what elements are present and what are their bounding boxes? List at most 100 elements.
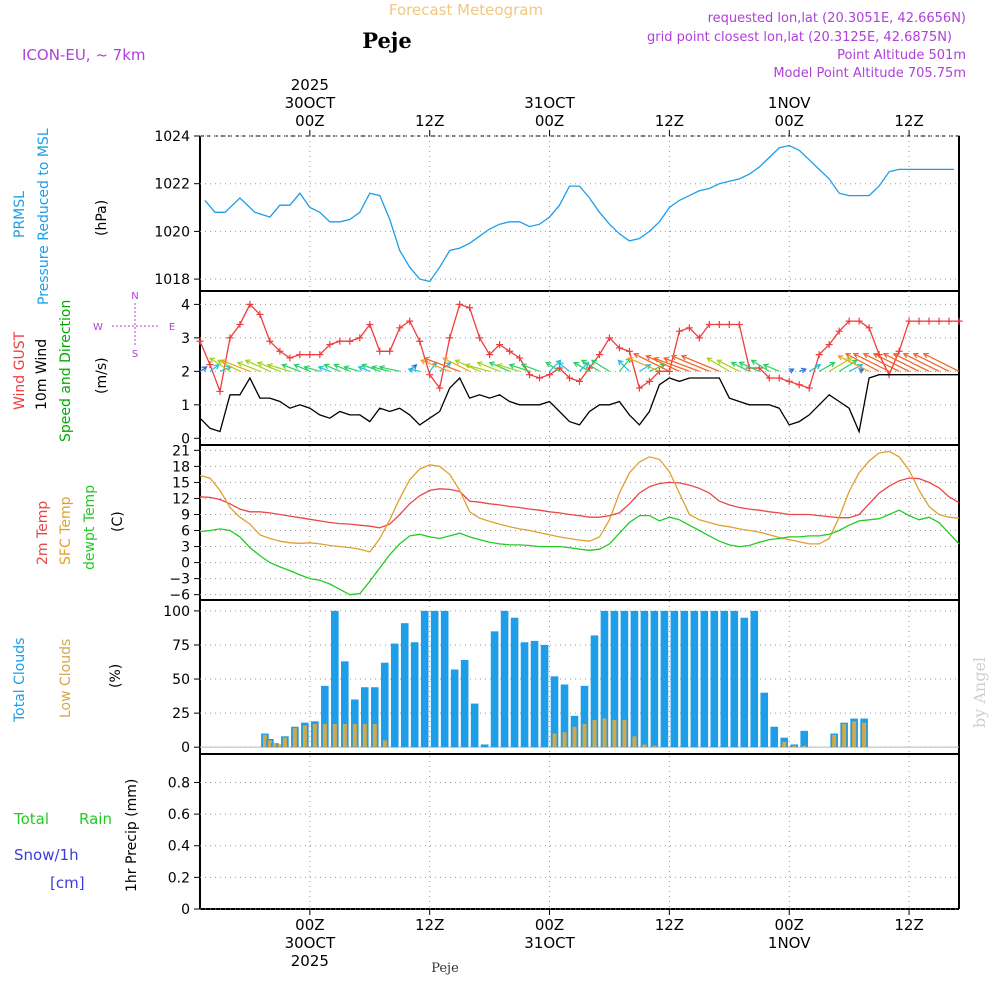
wind-gust-marker-14	[336, 337, 344, 345]
wind-arrow-head-44	[645, 364, 652, 370]
total-clouds-bar-19	[430, 610, 439, 748]
wind-arrow-44	[639, 364, 651, 372]
wind-arrow-12	[304, 366, 321, 372]
wind-gust-marker-41	[605, 334, 613, 342]
wind-arrow-head-6	[236, 361, 243, 367]
total-clouds-bar-56	[800, 730, 809, 748]
wind-arrow-head-34	[520, 363, 527, 369]
top-time-label-1-0: 12Z	[415, 112, 444, 130]
wind-gust-marker-58	[775, 374, 783, 382]
low-clouds-bar-35	[592, 719, 597, 748]
top-time-label-2-1: 00Z	[535, 112, 564, 130]
wind-arrow-55	[731, 362, 750, 372]
precip-unit-label: 1hr Precip (mm)	[124, 779, 140, 892]
compass-rose: N S W E	[93, 291, 175, 360]
wind-gust-marker-72	[915, 317, 923, 325]
wind-arrow-head-48	[645, 355, 652, 361]
total-clouds-bar-42	[660, 610, 669, 748]
total-clouds-bar-45	[690, 610, 699, 748]
wind-arrow-head-47	[633, 352, 640, 359]
total-clouds-bar-32	[560, 684, 569, 748]
total-clouds-bar-25	[490, 631, 499, 748]
wind-gust-marker-16	[356, 334, 364, 342]
wind-arrow-head-28	[454, 359, 461, 365]
ytick-label-clouds-2: 50	[172, 672, 190, 688]
wind-gust-marker-33	[526, 371, 534, 379]
wind-arrow-7	[245, 359, 271, 372]
wind-gust-marker-42	[615, 344, 623, 352]
wind-gust-marker-26	[456, 300, 464, 308]
bottom-time-label-2-0: 00Z	[535, 916, 564, 934]
wind-arrow-37	[558, 362, 570, 372]
wind-arrow-4	[217, 359, 241, 372]
wind-arrow-33	[509, 364, 530, 372]
wind-arrow-head-60	[800, 367, 807, 374]
low-clouds-bar-54	[782, 741, 787, 748]
top-time-label-4-1: 00Z	[775, 112, 804, 130]
low-clouds-bar-5	[292, 728, 297, 748]
wind-arrow-head-74	[902, 352, 909, 359]
wind-gust-marker-66	[855, 317, 863, 325]
total-clouds-bar-12	[360, 687, 369, 748]
ytick-label-precipitation-2: 0.4	[168, 839, 190, 855]
wind-gust-marker-32	[516, 354, 524, 362]
wind-arrow-head-31	[488, 361, 495, 367]
location-title: Peje	[362, 28, 412, 53]
wind-gust-marker-30	[496, 341, 504, 349]
ytick-label-precipitation-1: 0.2	[168, 870, 190, 886]
wind-arrow-0	[199, 366, 207, 372]
wind-arrow-40	[581, 359, 600, 372]
wind-gust-marker-23	[426, 371, 434, 379]
total-clouds-bar-13	[370, 687, 379, 748]
ytick-label-temperature-5: 9	[181, 507, 190, 523]
temp-2m-label: 2m Temp	[35, 501, 51, 565]
low-clouds-bar-40	[642, 744, 647, 748]
wind-arrow-51	[671, 355, 710, 372]
total-clouds-bar-22	[460, 659, 469, 748]
wind-arrow-42	[618, 357, 631, 372]
wind-arrow-head-10	[281, 363, 288, 369]
low-clouds-bar-41	[652, 745, 657, 748]
ytick-label-temperature-0: −6	[169, 588, 190, 604]
compass-west: W	[93, 322, 103, 333]
ytick-label-precipitation-3: 0.6	[168, 807, 190, 823]
wind-gust-marker-52	[715, 320, 723, 328]
ytick-label-wind-1: 1	[181, 398, 190, 414]
low-clouds-bar-34	[582, 724, 587, 748]
wind-arrow-head-13	[317, 365, 324, 372]
low-clouds-bar-55	[792, 745, 797, 748]
wind-arrow-23	[429, 362, 437, 372]
wind-arrow-head-64	[851, 359, 858, 366]
ytick-label-temperature-1: −3	[169, 572, 190, 588]
wind-arrow-52	[681, 355, 720, 372]
top-time-label-2-0: 31OCT	[524, 94, 575, 112]
total-clouds-bar-11	[350, 699, 359, 748]
wind-arrow-head-41	[590, 359, 597, 366]
wind-arrow-head-7	[244, 359, 251, 365]
wind-arrow-47	[633, 353, 670, 372]
ytick-label-temperature-6: 12	[172, 491, 190, 507]
ytick-label-clouds-4: 100	[163, 604, 190, 620]
total-clouds-bar-21	[450, 669, 459, 748]
wind-gust-marker-46	[655, 367, 663, 375]
low-clouds-bar-39	[632, 736, 637, 748]
wind-gust-marker-18	[376, 347, 384, 355]
wind-gust-marker-27	[466, 304, 474, 312]
ytick-label-wind-4: 4	[181, 297, 190, 313]
bottom-time-label-4-1: 1NOV	[768, 934, 811, 952]
wind-arrow-head-49	[652, 356, 660, 363]
wind-arrow-18	[361, 364, 380, 372]
wind-arrow-56	[739, 361, 760, 372]
wind-arrow-head-17	[357, 365, 364, 372]
bottom-time-label-2-1: 31OCT	[524, 934, 575, 952]
total-rain-label-total: Total	[13, 810, 49, 828]
wind-arrow-22	[408, 368, 420, 372]
wind-arrow-74	[903, 353, 940, 372]
wind-gust-marker-5	[246, 300, 254, 308]
low-clouds-bar-2	[272, 743, 277, 748]
total-clouds-bar-36	[600, 610, 609, 748]
wind-arrow-head-1	[213, 363, 220, 370]
wind-arrow-70	[863, 353, 900, 372]
